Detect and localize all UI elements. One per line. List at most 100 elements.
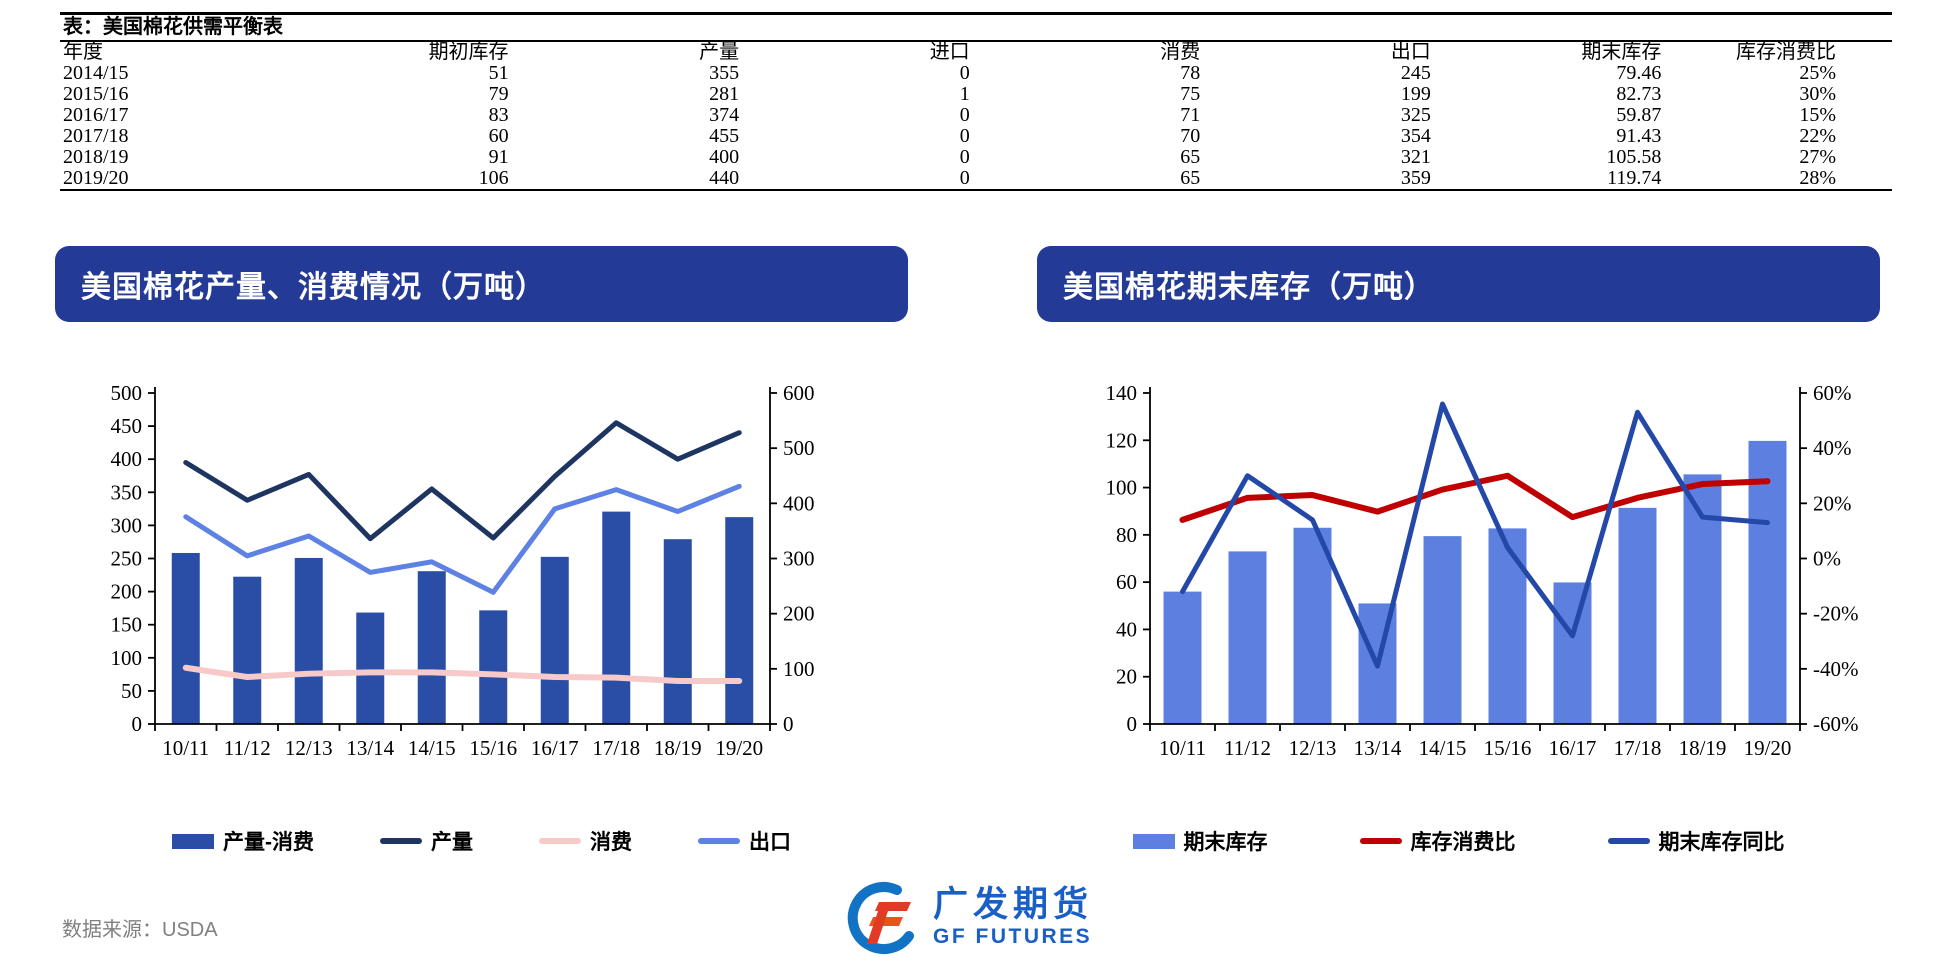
legend-item: 消费 <box>539 826 632 856</box>
svg-text:17/18: 17/18 <box>592 736 640 760</box>
svg-text:18/19: 18/19 <box>654 736 702 760</box>
table-cell: 281 <box>709 83 740 105</box>
svg-text:16/17: 16/17 <box>531 736 579 760</box>
svg-text:200: 200 <box>783 602 815 626</box>
axes <box>154 387 771 731</box>
table-cell: 22% <box>1799 125 1836 147</box>
line-series <box>183 420 742 542</box>
line-series <box>1180 401 1770 669</box>
table-cell: 79 <box>488 83 509 105</box>
table-row: 2018/19 91 400 0 65 321 105.58 27% <box>60 147 1892 168</box>
bar-series <box>1163 440 1787 724</box>
table-row: 2015/16 79 281 1 75 199 82.73 30% <box>60 84 1892 105</box>
table-cell: 75 <box>1180 83 1201 105</box>
table-cell: 2014/15 <box>63 62 129 84</box>
logo-name-cn: 广发期货 <box>933 884 1094 924</box>
column-header: 消费 <box>1160 41 1201 63</box>
table-row: 2014/15 51 355 0 78 245 79.46 25% <box>60 63 1892 84</box>
table-cell: 2017/18 <box>63 125 129 147</box>
svg-text:-20%: -20% <box>1813 602 1859 626</box>
legend-production-consumption: 产量-消费 产量 消费 出口 <box>55 818 908 864</box>
table-cell: 2016/17 <box>63 104 129 126</box>
svg-text:11/12: 11/12 <box>224 736 271 760</box>
table-cell: 60 <box>488 125 509 147</box>
table-cell: 25% <box>1799 62 1836 84</box>
table-row: 2017/18 60 455 0 70 354 91.43 22% <box>60 126 1892 147</box>
svg-text:60%: 60% <box>1813 381 1852 405</box>
table-cell: 1 <box>959 83 970 105</box>
gf-futures-logo: 广发期货 GF FUTURES <box>845 878 1093 956</box>
legend-label: 库存消费比 <box>1410 831 1516 854</box>
svg-text:450: 450 <box>111 414 143 438</box>
svg-text:14/15: 14/15 <box>408 736 456 760</box>
x-axis-labels: 10/11 11/12 12/13 13/14 14/15 15/16 16/17 17/18… <box>162 736 763 760</box>
table-cell: 455 <box>709 125 740 147</box>
legend-label: 出口 <box>749 831 791 854</box>
table-cell: 91 <box>488 146 509 168</box>
table-cell: 2019/20 <box>63 167 129 189</box>
svg-text:200: 200 <box>111 580 143 604</box>
logo-name-en: GF FUTURES <box>933 924 1093 948</box>
legend-item: 产量-消费 <box>172 826 314 856</box>
svg-text:14/15: 14/15 <box>1419 736 1467 760</box>
table-cell: 354 <box>1400 125 1431 147</box>
table-cell: 15% <box>1799 104 1836 126</box>
column-header: 期初库存 <box>428 41 509 63</box>
legend-swatch-bar <box>172 833 214 849</box>
ending-stocks-chart: 140 120 100 80 60 40 20 0 60% 40% 20% 0% -20% -40% -60… <box>1106 381 1859 760</box>
legend-item: 期末库存 <box>1132 826 1268 856</box>
table-cell: 28% <box>1799 167 1836 189</box>
svg-text:11/12: 11/12 <box>1224 736 1271 760</box>
table-title: 表：美国棉花供需平衡表 <box>60 15 1892 42</box>
svg-text:350: 350 <box>111 480 143 504</box>
legend-item: 出口 <box>698 826 791 856</box>
svg-text:40%: 40% <box>1813 436 1852 460</box>
svg-text:19/20: 19/20 <box>1744 736 1792 760</box>
legend-ending-stocks: 期末库存 库存消费比 期末库存同比 <box>1037 818 1880 864</box>
svg-text:150: 150 <box>111 613 143 637</box>
svg-text:-40%: -40% <box>1813 657 1859 681</box>
table-cell: 0 <box>959 125 970 147</box>
legend-label: 产量-消费 <box>223 831 314 854</box>
svg-text:0: 0 <box>1127 712 1138 736</box>
table-cell: 321 <box>1400 146 1431 168</box>
table-cell: 245 <box>1400 62 1431 84</box>
y-axis-right-labels: 600 500 400 300 200 100 0 <box>770 381 815 736</box>
gf-futures-logo-icon <box>847 882 914 954</box>
gf-futures-logo-text: 广发期货 GF FUTURES <box>933 887 1093 947</box>
legend-swatch-bar <box>1132 833 1175 849</box>
svg-text:0: 0 <box>132 712 143 736</box>
table-row: 2016/17 83 374 0 71 325 59.87 15% <box>60 105 1892 126</box>
table-cell: 106 <box>478 167 509 189</box>
table-cell: 65 <box>1180 146 1201 168</box>
svg-text:13/14: 13/14 <box>1354 736 1402 760</box>
table-cell: 78 <box>1180 62 1201 84</box>
line-series <box>183 483 742 595</box>
balance-table: 年度 期初库存 产量 进口 消费 出口 期末库存 库存消费比 2014/15 51 355 0 78 2… <box>60 42 1892 191</box>
svg-text:40: 40 <box>1116 617 1137 641</box>
svg-text:120: 120 <box>1106 428 1138 452</box>
table-cell: 105.58 <box>1606 146 1662 168</box>
legend-swatch-line <box>1607 838 1650 844</box>
svg-text:0: 0 <box>783 712 794 736</box>
legend-label: 期末库存 <box>1183 831 1268 854</box>
table-cell: 30% <box>1799 83 1836 105</box>
table-cell: 400 <box>709 146 740 168</box>
table-cell: 70 <box>1180 125 1201 147</box>
table-cell: 79.46 <box>1616 62 1662 84</box>
table-cell: 0 <box>959 62 970 84</box>
svg-text:100: 100 <box>111 646 143 670</box>
svg-text:140: 140 <box>1106 381 1138 405</box>
chart-title: 美国棉花期末库存（万吨） <box>1063 271 1435 304</box>
table-cell: 65 <box>1180 167 1201 189</box>
svg-text:12/13: 12/13 <box>285 736 333 760</box>
svg-text:300: 300 <box>783 547 815 571</box>
svg-text:18/19: 18/19 <box>1679 736 1727 760</box>
table-cell: 355 <box>709 62 740 84</box>
svg-text:10/11: 10/11 <box>162 736 209 760</box>
svg-text:50: 50 <box>121 679 142 703</box>
svg-text:600: 600 <box>783 381 815 405</box>
table-cell: 51 <box>488 62 509 84</box>
x-axis-labels: 10/11 11/12 12/13 13/14 14/15 15/16 16/17 17/18… <box>1159 736 1791 760</box>
y-axis-left-labels: 140 120 100 80 60 40 20 0 <box>1106 381 1150 736</box>
